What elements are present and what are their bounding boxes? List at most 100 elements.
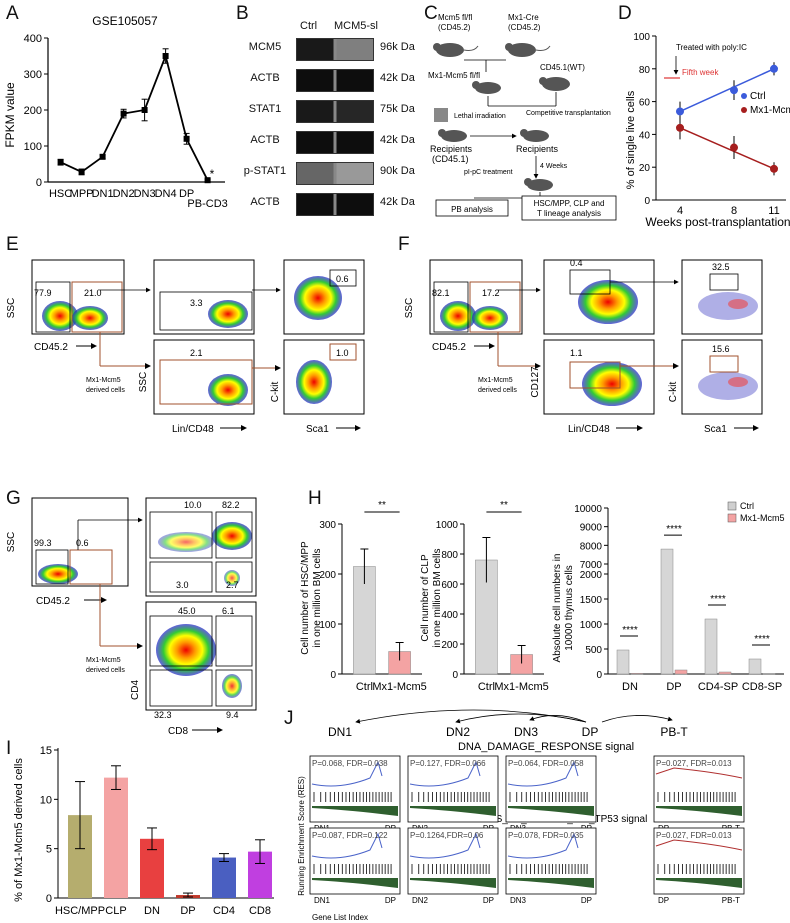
e-gate4: 0.6	[336, 274, 349, 284]
e-x1: CD45.2	[34, 342, 68, 353]
h3-bar	[630, 673, 644, 675]
blot-band	[296, 100, 374, 123]
h3-sig-label: ****	[666, 524, 682, 535]
c-recipients2: Recipients	[516, 144, 559, 154]
a-xtick-label: DN2	[113, 188, 135, 200]
f-x1: CD45.2	[432, 342, 466, 353]
j-enrichment-curve	[311, 832, 383, 859]
d-ylabel: % of single live cells	[625, 90, 637, 189]
g-y1: SSC	[6, 532, 17, 553]
e-gate1: 77.9	[34, 288, 52, 298]
j-stage-label: DN1	[328, 725, 352, 739]
c-recipients1b: (CD45.1)	[432, 154, 469, 164]
c-mouse2: Mx1-Cre	[508, 13, 539, 22]
blot-size-label: 42k Da	[380, 72, 415, 84]
mouse-treated-icon	[524, 178, 553, 191]
f-derived2: derived cells	[478, 387, 517, 394]
d-legend-ctrl: Ctrl	[750, 91, 766, 102]
a-xtick-label: DN3	[134, 188, 156, 200]
f-gate2: 17.2	[482, 288, 500, 298]
h-legend-mx1: Mx1-Mcm5	[740, 513, 785, 523]
d-ytick-label: 0	[644, 196, 650, 207]
mouse-recipient2-icon	[520, 129, 549, 142]
h-ytick-label: 100	[319, 620, 336, 631]
h-xtick-label: Ctrl	[478, 681, 495, 693]
g-q4: 2.7	[226, 580, 239, 590]
d-series-line	[679, 127, 775, 170]
j-right-label: DP	[581, 896, 592, 905]
h3-sig-label: ****	[710, 594, 726, 605]
j-enrichment-curve	[507, 832, 579, 859]
h-ytick-label: 200	[319, 570, 336, 581]
h-legend-ctrl: Ctrl	[740, 501, 754, 511]
h-c1-ylabel2: in one million BM cells	[312, 549, 323, 648]
e-x3: Sca1	[306, 424, 329, 435]
j-enrichment-curve	[507, 760, 579, 787]
h3-xtick-label: DN	[622, 681, 638, 693]
blot-size-label: 90k Da	[380, 165, 415, 177]
a-ytick-label: 400	[24, 33, 42, 45]
h-ytick-label: 800	[441, 550, 458, 561]
h3-ytick-label: 10000	[574, 504, 602, 515]
g-q8: 9.4	[226, 710, 239, 720]
mouse-wt-icon	[539, 77, 570, 91]
c-weeks: 4 Weeks	[540, 163, 568, 170]
a-point	[162, 53, 169, 59]
d-xtick-label: 11	[768, 205, 779, 217]
e-gate5: 2.1	[190, 348, 203, 358]
panel-letter-e: E	[6, 234, 19, 255]
d-fifth: Fifth week	[682, 68, 719, 77]
j-ranked-metric	[508, 878, 594, 888]
panel-letter-g: G	[6, 488, 21, 509]
g-q3: 3.0	[176, 580, 189, 590]
j-right-label: DP	[483, 896, 494, 905]
h-c1-ylabel1: Cell number of HSC/MPP	[300, 541, 311, 655]
h-ytick-label: 1000	[436, 520, 459, 531]
e-x2: Lin/CD48	[172, 424, 214, 435]
c-recipients1: Recipients	[430, 144, 473, 154]
h3-bar	[762, 673, 776, 675]
i-xtick-label: CD8	[249, 905, 271, 917]
h-ytick-label: 0	[330, 670, 336, 681]
h3-ytick-label: 2000	[580, 570, 603, 581]
h3-ytick-label: 1000	[580, 620, 603, 631]
i-ytick-label: 15	[40, 745, 52, 757]
blot-row: ACTB 42k Da	[240, 191, 415, 216]
h-ytick-label: 300	[319, 520, 336, 531]
h3-sig-label: ****	[622, 625, 638, 636]
d-point	[770, 64, 778, 73]
panel-e-flow: 77.9 21.0 SSC CD45.2 Mx1-Mcm5 derived ce…	[6, 259, 365, 435]
a-xtick-label: DN4	[155, 188, 177, 200]
a-xtick-label: MPP	[70, 188, 94, 200]
j-ylabel: Running Enrichment Score (RES)	[297, 776, 306, 896]
a-ytick-label: 0	[36, 177, 42, 189]
h3-ytick-label: 0	[596, 670, 602, 681]
blot-header-ctrl: Ctrl	[300, 20, 318, 32]
panel-letter-c: C	[424, 3, 438, 24]
d-ytick-label: 20	[639, 163, 651, 174]
c-pb: PB analysis	[451, 205, 493, 214]
j-ranked-metric	[312, 878, 398, 888]
blot-row: ACTB 42k Da	[240, 129, 415, 154]
g-q2: 82.2	[222, 500, 240, 510]
d-ytick-label: 80	[639, 65, 651, 76]
e-derived: Mx1-Mcm5	[86, 377, 121, 384]
j-enrichment-curve	[311, 760, 383, 787]
d-point	[676, 123, 684, 132]
blot-band	[296, 38, 374, 61]
f-gate5: 1.1	[570, 348, 583, 358]
c-mouse1b: (CD45.2)	[438, 23, 471, 32]
j-ranked-metric	[656, 878, 742, 888]
g-gate2: 0.6	[76, 538, 89, 548]
panel-g-flow: 99.3 0.6 SSC CD45.2 Mx1-Mcm5 derived cel…	[6, 497, 257, 737]
panel-b-blot: Ctrl MCM5-sl MCM5 96k Da ACTB 42k Da STAT1 75…	[240, 14, 420, 216]
g-q7: 32.3	[154, 710, 172, 720]
e-gate2: 21.0	[84, 288, 102, 298]
g-q1: 10.0	[184, 500, 202, 510]
j-xlabel: Gene List Index	[312, 913, 368, 922]
blot-band	[296, 162, 374, 185]
blot-protein-label: ACTB	[250, 196, 280, 208]
h-c2-ylabel2: in one million BM cells	[432, 549, 443, 648]
a-point	[141, 107, 148, 113]
panel-f-flow: 82.1 17.2 SSC CD45.2 Mx1-Mcm5 derived ce…	[404, 258, 763, 435]
